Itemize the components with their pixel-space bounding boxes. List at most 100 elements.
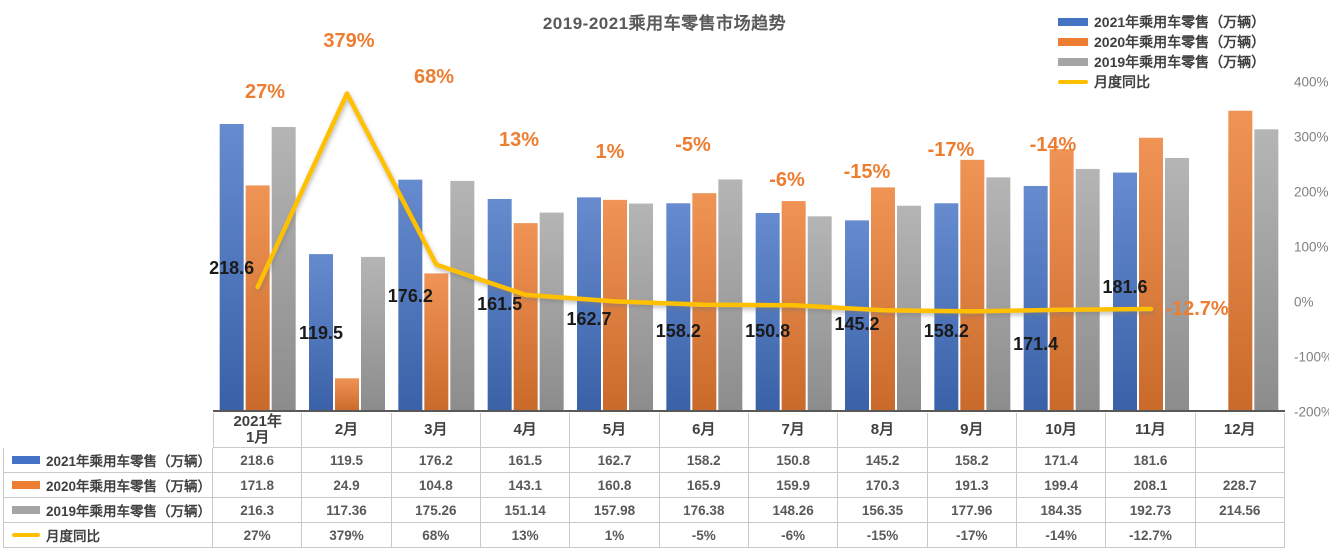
table-cell-r3-c11[interactable]: 192.73 xyxy=(1106,498,1196,523)
table-cell-r3-c3[interactable]: 175.26 xyxy=(391,498,481,523)
table-cell-r4-c4[interactable]: 13% xyxy=(480,523,571,548)
table-cell-r4-c10[interactable]: -14% xyxy=(1016,523,1107,548)
bar-2021年-m11[interactable] xyxy=(1113,172,1137,411)
table-cell-r1-c8[interactable]: 145.2 xyxy=(838,448,928,473)
bar-2019年-m1[interactable] xyxy=(271,126,296,411)
table-cell-r3-c10[interactable]: 184.35 xyxy=(1016,498,1107,523)
bar-2020年-m8[interactable] xyxy=(871,187,895,411)
month-header[interactable]: 6月 xyxy=(659,413,749,448)
table-cell-r2-c9[interactable]: 191.3 xyxy=(927,473,1017,498)
table-cell-r3-c6[interactable]: 176.38 xyxy=(659,498,749,523)
table-cell-r2-c12[interactable]: 228.7 xyxy=(1195,473,1285,498)
table-cell-r2-c8[interactable]: 170.3 xyxy=(838,473,928,498)
bar-2021年-m9[interactable] xyxy=(934,203,959,411)
table-cell-r1-c9[interactable]: 158.2 xyxy=(927,448,1017,473)
table-row-label[interactable]: 月度同比 xyxy=(3,523,213,548)
table-cell-r1-c3[interactable]: 176.2 xyxy=(391,448,481,473)
table-cell-r4-c3[interactable]: 68% xyxy=(391,523,481,548)
table-cell-r3-c9[interactable]: 177.96 xyxy=(927,498,1017,523)
table-cell-r2-c1[interactable]: 171.8 xyxy=(213,473,303,498)
bar-2020年-m6[interactable] xyxy=(692,193,717,411)
bar-2019年-m10[interactable] xyxy=(1075,168,1100,411)
bar-2021年-m7[interactable] xyxy=(755,212,780,411)
table-cell-r4-c11[interactable]: -12.7% xyxy=(1106,523,1196,548)
table-row-label[interactable]: 2021年乘用车零售（万辆） xyxy=(3,448,213,473)
bar-2021年-m4[interactable] xyxy=(487,198,512,411)
table-cell-r3-c2[interactable]: 117.36 xyxy=(302,498,392,523)
legend-item-yoy[interactable]: 月度同比 xyxy=(1058,72,1298,92)
bar-2019年-m9[interactable] xyxy=(986,177,1011,411)
bar-2019年-m5[interactable] xyxy=(629,203,653,411)
table-cell-r2-c11[interactable]: 208.1 xyxy=(1106,473,1196,498)
bar-2021年-m1[interactable] xyxy=(219,123,244,411)
table-cell-r4-c1[interactable]: 27% xyxy=(213,523,303,548)
table-row-label[interactable]: 2020年乘用车零售（万辆） xyxy=(3,473,213,498)
yoy-trend-line[interactable] xyxy=(255,91,1154,314)
bar-2019年-m2[interactable] xyxy=(361,256,385,411)
table-cell-r4-c8[interactable]: -15% xyxy=(838,523,928,548)
bar-2021年-m10[interactable] xyxy=(1023,185,1048,411)
bar-2021年-m8[interactable] xyxy=(845,220,869,411)
table-cell-r1-c2[interactable]: 119.5 xyxy=(302,448,392,473)
table-cell-r3-c5[interactable]: 157.98 xyxy=(570,498,660,523)
bar-2020年-m4[interactable] xyxy=(513,223,538,411)
bar-2019年-m7[interactable] xyxy=(807,216,832,411)
bar-2019年-m11[interactable] xyxy=(1165,157,1189,411)
table-cell-r1-c11[interactable]: 181.6 xyxy=(1106,448,1196,473)
table-cell-r3-c7[interactable]: 148.26 xyxy=(748,498,839,523)
month-header[interactable]: 8月 xyxy=(838,413,928,448)
table-cell-r1-c7[interactable]: 150.8 xyxy=(748,448,839,473)
month-header[interactable]: 7月 xyxy=(748,413,839,448)
bar-2020年-m12[interactable] xyxy=(1228,110,1253,411)
month-header[interactable]: 4月 xyxy=(480,413,571,448)
month-header[interactable]: 12月 xyxy=(1195,413,1285,448)
table-cell-r2-c5[interactable]: 160.8 xyxy=(570,473,660,498)
table-cell-r1-c12[interactable] xyxy=(1195,448,1285,473)
table-cell-r1-c4[interactable]: 161.5 xyxy=(480,448,571,473)
table-cell-r3-c12[interactable]: 214.56 xyxy=(1195,498,1285,523)
month-header[interactable]: 2月 xyxy=(302,413,392,448)
table-cell-r4-c7[interactable]: -6% xyxy=(748,523,839,548)
bar-2019年-m6[interactable] xyxy=(718,179,743,411)
bar-2021年-m5[interactable] xyxy=(577,197,601,411)
month-header[interactable]: 3月 xyxy=(391,413,481,448)
table-cell-r1-c1[interactable]: 218.6 xyxy=(213,448,303,473)
bar-2021年-m2[interactable] xyxy=(309,254,333,411)
table-cell-r4-c2[interactable]: 379% xyxy=(302,523,392,548)
bar-2019年-m4[interactable] xyxy=(539,212,564,411)
bar-2020年-m11[interactable] xyxy=(1139,137,1163,411)
legend-item-2021[interactable]: 2021年乘用车零售（万辆） xyxy=(1058,12,1298,32)
table-cell-r4-c5[interactable]: 1% xyxy=(570,523,660,548)
month-header[interactable]: 11月 xyxy=(1106,413,1196,448)
table-cell-r4-c6[interactable]: -5% xyxy=(659,523,749,548)
table-cell-r4-c12[interactable] xyxy=(1195,523,1285,548)
table-cell-r2-c10[interactable]: 199.4 xyxy=(1016,473,1107,498)
bar-2020年-m9[interactable] xyxy=(960,159,985,411)
bar-2019年-m3[interactable] xyxy=(450,180,475,411)
table-cell-r3-c4[interactable]: 151.14 xyxy=(480,498,571,523)
table-cell-r1-c6[interactable]: 158.2 xyxy=(659,448,749,473)
bar-2020年-m2[interactable] xyxy=(335,378,359,411)
table-cell-r1-c10[interactable]: 171.4 xyxy=(1016,448,1107,473)
table-cell-r2-c2[interactable]: 24.9 xyxy=(302,473,392,498)
bar-2020年-m10[interactable] xyxy=(1049,149,1074,411)
table-row-label[interactable]: 2019年乘用车零售（万辆） xyxy=(3,498,213,523)
bar-2019年-m12[interactable] xyxy=(1254,129,1279,411)
table-cell-r3-c1[interactable]: 216.3 xyxy=(213,498,303,523)
table-cell-r3-c8[interactable]: 156.35 xyxy=(838,498,928,523)
month-header[interactable]: 5月 xyxy=(570,413,660,448)
month-header[interactable]: 10月 xyxy=(1016,413,1107,448)
table-cell-r2-c7[interactable]: 159.9 xyxy=(748,473,839,498)
table-cell-r2-c4[interactable]: 143.1 xyxy=(480,473,571,498)
month-header[interactable]: 2021年 1月 xyxy=(213,413,303,448)
table-cell-r2-c3[interactable]: 104.8 xyxy=(391,473,481,498)
bar-2020年-m5[interactable] xyxy=(603,199,627,411)
legend-item-2019[interactable]: 2019年乘用车零售（万辆） xyxy=(1058,52,1298,72)
bar-2021年-m6[interactable] xyxy=(666,203,691,411)
bar-2020年-m1[interactable] xyxy=(245,185,270,411)
table-cell-r1-c5[interactable]: 162.7 xyxy=(570,448,660,473)
month-header[interactable]: 9月 xyxy=(927,413,1017,448)
bar-2020年-m3[interactable] xyxy=(424,273,449,411)
table-cell-r4-c9[interactable]: -17% xyxy=(927,523,1017,548)
legend-item-2020[interactable]: 2020年乘用车零售（万辆） xyxy=(1058,32,1298,52)
